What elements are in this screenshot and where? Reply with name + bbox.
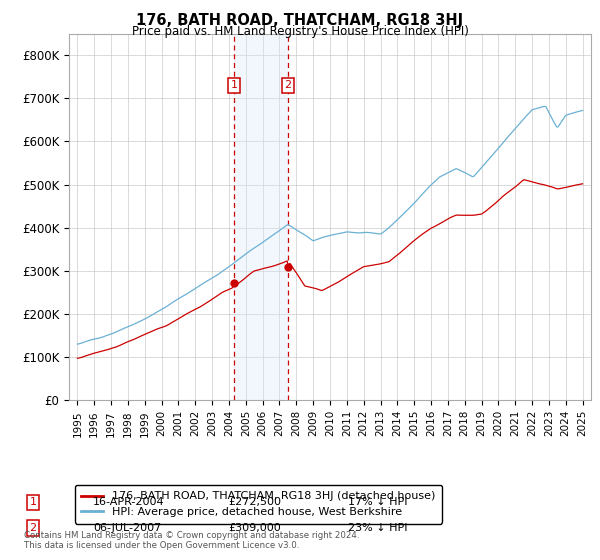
Text: 2: 2	[29, 523, 37, 533]
Bar	[234, 34, 288, 400]
Text: 176, BATH ROAD, THATCHAM, RG18 3HJ: 176, BATH ROAD, THATCHAM, RG18 3HJ	[136, 13, 464, 28]
Text: 17% ↓ HPI: 17% ↓ HPI	[348, 497, 407, 507]
Text: 16-APR-2004: 16-APR-2004	[93, 497, 164, 507]
Text: Price paid vs. HM Land Registry's House Price Index (HPI): Price paid vs. HM Land Registry's House …	[131, 25, 469, 38]
Text: Contains HM Land Registry data © Crown copyright and database right 2024.
This d: Contains HM Land Registry data © Crown c…	[24, 530, 359, 550]
Text: 23% ↓ HPI: 23% ↓ HPI	[348, 523, 407, 533]
Text: 1: 1	[29, 497, 37, 507]
Text: 1: 1	[230, 81, 238, 90]
Text: £272,500: £272,500	[228, 497, 281, 507]
Text: 2: 2	[284, 81, 292, 90]
Text: 06-JUL-2007: 06-JUL-2007	[93, 523, 161, 533]
Text: £309,000: £309,000	[228, 523, 281, 533]
Legend: 176, BATH ROAD, THATCHAM, RG18 3HJ (detached house), HPI: Average price, detache: 176, BATH ROAD, THATCHAM, RG18 3HJ (deta…	[74, 485, 442, 524]
